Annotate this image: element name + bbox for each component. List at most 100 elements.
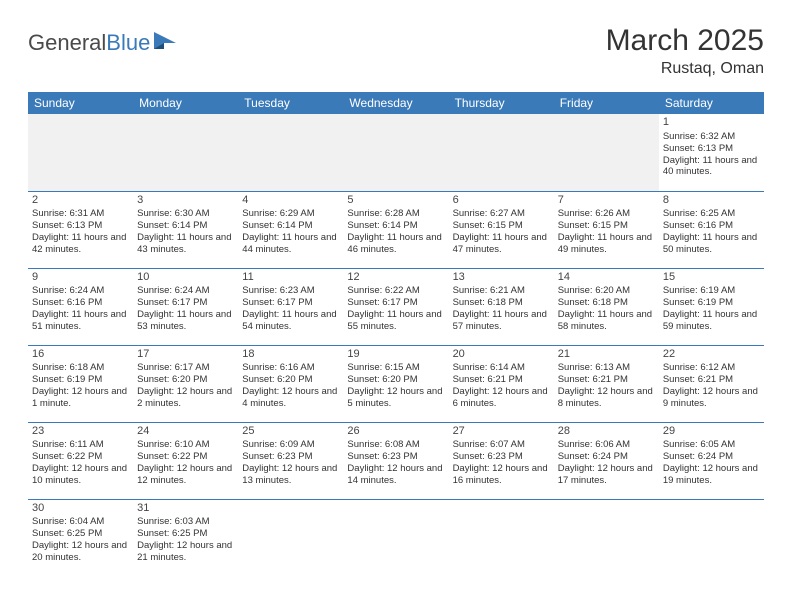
sunset-text: Sunset: 6:17 PM [242, 297, 339, 309]
sunset-text: Sunset: 6:21 PM [663, 374, 760, 386]
day-number: 20 [453, 348, 550, 362]
sunset-text: Sunset: 6:20 PM [137, 374, 234, 386]
calendar-cell: 16Sunrise: 6:18 AMSunset: 6:19 PMDayligh… [28, 345, 133, 422]
logo-text-1: General [28, 30, 106, 56]
daylight-text: Daylight: 12 hours and 16 minutes. [453, 463, 550, 487]
daylight-text: Daylight: 11 hours and 59 minutes. [663, 309, 760, 333]
calendar-cell [28, 114, 133, 191]
sunset-text: Sunset: 6:25 PM [32, 528, 129, 540]
day-number: 31 [137, 502, 234, 516]
sunrise-text: Sunrise: 6:08 AM [347, 439, 444, 451]
weekday-header: Tuesday [238, 92, 343, 114]
day-number: 22 [663, 348, 760, 362]
daylight-text: Daylight: 12 hours and 1 minute. [32, 386, 129, 410]
sunrise-text: Sunrise: 6:24 AM [32, 285, 129, 297]
calendar-cell: 9Sunrise: 6:24 AMSunset: 6:16 PMDaylight… [28, 268, 133, 345]
sunset-text: Sunset: 6:13 PM [32, 220, 129, 232]
day-number: 29 [663, 425, 760, 439]
calendar-cell: 7Sunrise: 6:26 AMSunset: 6:15 PMDaylight… [554, 191, 659, 268]
sunrise-text: Sunrise: 6:29 AM [242, 208, 339, 220]
calendar-cell [133, 114, 238, 191]
day-number: 14 [558, 271, 655, 285]
day-number: 15 [663, 271, 760, 285]
daylight-text: Daylight: 12 hours and 17 minutes. [558, 463, 655, 487]
sunset-text: Sunset: 6:16 PM [663, 220, 760, 232]
daylight-text: Daylight: 12 hours and 21 minutes. [137, 540, 234, 564]
sunset-text: Sunset: 6:20 PM [347, 374, 444, 386]
day-number: 23 [32, 425, 129, 439]
day-number: 11 [242, 271, 339, 285]
calendar-row: 1Sunrise: 6:32 AMSunset: 6:13 PMDaylight… [28, 114, 764, 191]
weekday-header: Thursday [449, 92, 554, 114]
daylight-text: Daylight: 11 hours and 58 minutes. [558, 309, 655, 333]
logo: GeneralBlue [28, 24, 182, 56]
day-number: 9 [32, 271, 129, 285]
location: Rustaq, Oman [606, 60, 764, 78]
calendar-cell: 14Sunrise: 6:20 AMSunset: 6:18 PMDayligh… [554, 268, 659, 345]
sunset-text: Sunset: 6:24 PM [663, 451, 760, 463]
flag-icon [154, 30, 182, 56]
sunrise-text: Sunrise: 6:18 AM [32, 362, 129, 374]
sunset-text: Sunset: 6:15 PM [453, 220, 550, 232]
daylight-text: Daylight: 12 hours and 19 minutes. [663, 463, 760, 487]
daylight-text: Daylight: 12 hours and 14 minutes. [347, 463, 444, 487]
sunrise-text: Sunrise: 6:12 AM [663, 362, 760, 374]
sunset-text: Sunset: 6:18 PM [453, 297, 550, 309]
calendar-cell: 8Sunrise: 6:25 AMSunset: 6:16 PMDaylight… [659, 191, 764, 268]
day-number: 12 [347, 271, 444, 285]
calendar-cell: 31Sunrise: 6:03 AMSunset: 6:25 PMDayligh… [133, 499, 238, 576]
daylight-text: Daylight: 12 hours and 13 minutes. [242, 463, 339, 487]
calendar-cell: 30Sunrise: 6:04 AMSunset: 6:25 PMDayligh… [28, 499, 133, 576]
day-number: 27 [453, 425, 550, 439]
daylight-text: Daylight: 12 hours and 5 minutes. [347, 386, 444, 410]
weekday-header: Saturday [659, 92, 764, 114]
calendar-cell: 15Sunrise: 6:19 AMSunset: 6:19 PMDayligh… [659, 268, 764, 345]
calendar-cell [554, 499, 659, 576]
sunrise-text: Sunrise: 6:05 AM [663, 439, 760, 451]
calendar-cell: 23Sunrise: 6:11 AMSunset: 6:22 PMDayligh… [28, 422, 133, 499]
sunrise-text: Sunrise: 6:25 AM [663, 208, 760, 220]
calendar-row: 30Sunrise: 6:04 AMSunset: 6:25 PMDayligh… [28, 499, 764, 576]
sunset-text: Sunset: 6:22 PM [137, 451, 234, 463]
calendar-cell [659, 499, 764, 576]
sunrise-text: Sunrise: 6:09 AM [242, 439, 339, 451]
sunrise-text: Sunrise: 6:21 AM [453, 285, 550, 297]
calendar-row: 9Sunrise: 6:24 AMSunset: 6:16 PM Daylight… [28, 268, 764, 345]
calendar-cell: 26Sunrise: 6:08 AMSunset: 6:23 PMDayligh… [343, 422, 448, 499]
calendar-cell: 5Sunrise: 6:28 AMSunset: 6:14 PMDaylight… [343, 191, 448, 268]
calendar-cell: 2Sunrise: 6:31 AMSunset: 6:13 PMDaylight… [28, 191, 133, 268]
sunrise-text: Sunrise: 6:14 AM [453, 362, 550, 374]
sunrise-text: Sunrise: 6:23 AM [242, 285, 339, 297]
day-number: 25 [242, 425, 339, 439]
sunrise-text: Sunrise: 6:13 AM [558, 362, 655, 374]
sunset-text: Sunset: 6:19 PM [32, 374, 129, 386]
day-number: 18 [242, 348, 339, 362]
day-number: 5 [347, 194, 444, 208]
calendar-row: 2Sunrise: 6:31 AMSunset: 6:13 PMDaylight… [28, 191, 764, 268]
sunrise-text: Sunrise: 6:27 AM [453, 208, 550, 220]
day-number: 8 [663, 194, 760, 208]
sunrise-text: Sunrise: 6:11 AM [32, 439, 129, 451]
sunset-text: Sunset: 6:14 PM [242, 220, 339, 232]
calendar-cell: 3Sunrise: 6:30 AMSunset: 6:14 PMDaylight… [133, 191, 238, 268]
calendar-cell: 20Sunrise: 6:14 AMSunset: 6:21 PMDayligh… [449, 345, 554, 422]
calendar-cell [449, 499, 554, 576]
calendar-cell: 25Sunrise: 6:09 AMSunset: 6:23 PMDayligh… [238, 422, 343, 499]
sunrise-text: Sunrise: 6:04 AM [32, 516, 129, 528]
daylight-text: Daylight: 11 hours and 44 minutes. [242, 232, 339, 256]
calendar-cell: 4Sunrise: 6:29 AMSunset: 6:14 PMDaylight… [238, 191, 343, 268]
day-number: 4 [242, 194, 339, 208]
sunset-text: Sunset: 6:22 PM [32, 451, 129, 463]
sunset-text: Sunset: 6:16 PM [32, 297, 129, 309]
calendar-cell: 11Sunrise: 6:23 AMSunset: 6:17 PMDayligh… [238, 268, 343, 345]
sunset-text: Sunset: 6:20 PM [242, 374, 339, 386]
calendar-cell [449, 114, 554, 191]
sunset-text: Sunset: 6:13 PM [663, 143, 760, 155]
day-number: 3 [137, 194, 234, 208]
logo-text-2: Blue [106, 30, 150, 56]
calendar-cell: 19Sunrise: 6:15 AMSunset: 6:20 PMDayligh… [343, 345, 448, 422]
sunrise-text: Sunrise: 6:28 AM [347, 208, 444, 220]
calendar-table: Sunday Monday Tuesday Wednesday Thursday… [28, 92, 764, 576]
calendar-row: 23Sunrise: 6:11 AMSunset: 6:22 PMDayligh… [28, 422, 764, 499]
daylight-text: Daylight: 11 hours and 53 minutes. [137, 309, 234, 333]
